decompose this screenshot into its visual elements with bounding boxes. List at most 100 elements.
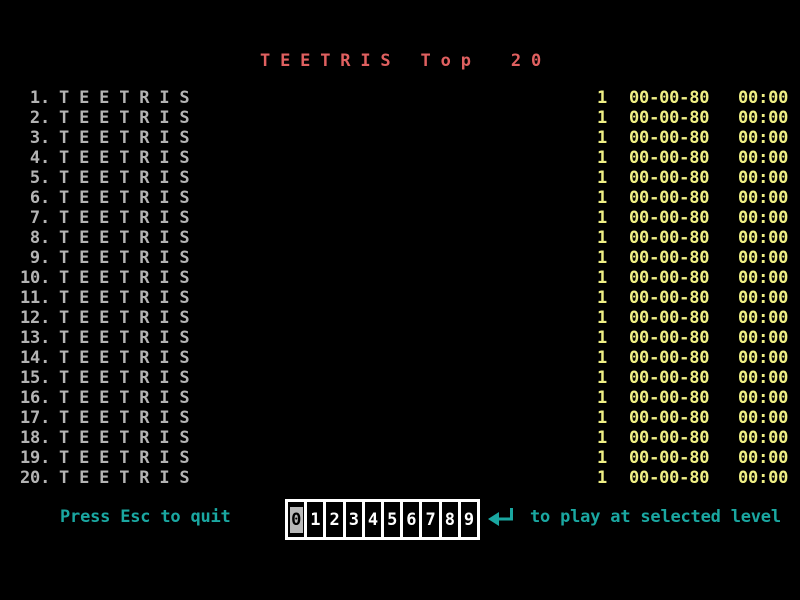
level-digit: 5 <box>387 509 398 530</box>
row-player-name: T E E T R I S <box>59 388 190 408</box>
score-row: 18. T E E T R I S 1 00-00-80 00:00 <box>0 428 800 448</box>
row-start-level: 1 <box>597 288 608 308</box>
level-digit: 1 <box>310 509 321 530</box>
row-start-level: 1 <box>597 228 608 248</box>
row-player-name: T E E T R I S <box>59 348 190 368</box>
row-time: 00:00 <box>738 128 789 148</box>
score-row: 4. T E E T R I S 1 00-00-80 00:00 <box>0 148 800 168</box>
row-rank: 11. <box>20 288 51 308</box>
row-player-name: T E E T R I S <box>59 468 190 488</box>
row-start-level: 1 <box>597 308 608 328</box>
row-player-name: T E E T R I S <box>59 308 190 328</box>
row-time: 00:00 <box>738 268 789 288</box>
row-start-level: 1 <box>597 128 608 148</box>
row-date: 00-00-80 <box>629 468 710 488</box>
level-option-2[interactable]: 2 <box>323 502 342 537</box>
row-start-level: 1 <box>597 448 608 468</box>
row-date: 00-00-80 <box>629 248 710 268</box>
row-start-level: 1 <box>597 168 608 188</box>
row-date: 00-00-80 <box>629 208 710 228</box>
row-rank: 18. <box>20 428 51 448</box>
row-player-name: T E E T R I S <box>59 148 190 168</box>
score-row: 15. T E E T R I S 1 00-00-80 00:00 <box>0 368 800 388</box>
row-time: 00:00 <box>738 248 789 268</box>
row-date: 00-00-80 <box>629 308 710 328</box>
level-option-8[interactable]: 8 <box>438 502 458 537</box>
level-digit: 0 <box>289 506 303 533</box>
score-row: 3. T E E T R I S 1 00-00-80 00:00 <box>0 128 800 148</box>
score-table: 1. T E E T R I S 1 00-00-80 00:00 2. T E… <box>0 88 800 488</box>
row-start-level: 1 <box>597 108 608 128</box>
row-time: 00:00 <box>738 188 789 208</box>
row-rank: 6. <box>29 188 50 208</box>
level-digit: 3 <box>348 509 359 530</box>
level-digit: 8 <box>444 509 455 530</box>
level-option-3[interactable]: 3 <box>342 502 362 537</box>
row-start-level: 1 <box>597 468 608 488</box>
row-player-name: T E E T R I S <box>59 108 190 128</box>
row-date: 00-00-80 <box>629 328 710 348</box>
row-rank: 9. <box>29 248 50 268</box>
page-title: T E E T R I S T o p 2 0 <box>260 51 541 71</box>
row-rank: 3. <box>29 128 50 148</box>
score-row: 8. T E E T R I S 1 00-00-80 00:00 <box>0 228 800 248</box>
score-row: 19. T E E T R I S 1 00-00-80 00:00 <box>0 448 800 468</box>
row-player-name: T E E T R I S <box>59 128 190 148</box>
score-row: 6. T E E T R I S 1 00-00-80 00:00 <box>0 188 800 208</box>
score-row: 20. T E E T R I S 1 00-00-80 00:00 <box>0 468 800 488</box>
row-time: 00:00 <box>738 88 789 108</box>
score-row: 5. T E E T R I S 1 00-00-80 00:00 <box>0 168 800 188</box>
row-time: 00:00 <box>738 408 789 428</box>
row-date: 00-00-80 <box>629 348 710 368</box>
level-digit: 4 <box>367 509 378 530</box>
row-date: 00-00-80 <box>629 228 710 248</box>
row-player-name: T E E T R I S <box>59 408 190 428</box>
score-row: 13. T E E T R I S 1 00-00-80 00:00 <box>0 328 800 348</box>
row-start-level: 1 <box>597 368 608 388</box>
row-rank: 4. <box>29 148 50 168</box>
level-option-7[interactable]: 7 <box>419 502 438 537</box>
level-option-5[interactable]: 5 <box>381 502 400 537</box>
row-date: 00-00-80 <box>629 88 710 108</box>
row-player-name: T E E T R I S <box>59 88 190 108</box>
row-rank: 2. <box>29 108 50 128</box>
level-option-0[interactable]: 0 <box>288 502 304 537</box>
row-date: 00-00-80 <box>629 148 710 168</box>
row-time: 00:00 <box>738 148 789 168</box>
row-time: 00:00 <box>738 428 789 448</box>
row-rank: 20. <box>20 468 51 488</box>
row-rank: 1. <box>29 88 50 108</box>
row-player-name: T E E T R I S <box>59 188 190 208</box>
level-option-9[interactable]: 9 <box>457 502 477 537</box>
row-time: 00:00 <box>738 448 789 468</box>
level-option-4[interactable]: 4 <box>361 502 381 537</box>
row-time: 00:00 <box>738 308 789 328</box>
row-start-level: 1 <box>597 328 608 348</box>
enter-arrow-icon <box>486 504 516 528</box>
score-row: 11. T E E T R I S 1 00-00-80 00:00 <box>0 288 800 308</box>
score-row: 7. T E E T R I S 1 00-00-80 00:00 <box>0 208 800 228</box>
row-rank: 15. <box>20 368 51 388</box>
level-digit: 2 <box>329 509 340 530</box>
row-start-level: 1 <box>597 248 608 268</box>
quit-hint: Press Esc to quit <box>60 507 231 527</box>
score-row: 17. T E E T R I S 1 00-00-80 00:00 <box>0 408 800 428</box>
row-start-level: 1 <box>597 428 608 448</box>
row-rank: 16. <box>20 388 51 408</box>
row-start-level: 1 <box>597 148 608 168</box>
row-player-name: T E E T R I S <box>59 448 190 468</box>
row-date: 00-00-80 <box>629 168 710 188</box>
level-option-1[interactable]: 1 <box>304 502 323 537</box>
row-rank: 8. <box>29 228 50 248</box>
row-start-level: 1 <box>597 188 608 208</box>
score-row: 10. T E E T R I S 1 00-00-80 00:00 <box>0 268 800 288</box>
score-row: 1. T E E T R I S 1 00-00-80 00:00 <box>0 88 800 108</box>
row-rank: 7. <box>29 208 50 228</box>
row-time: 00:00 <box>738 368 789 388</box>
level-option-6[interactable]: 6 <box>400 502 419 537</box>
row-time: 00:00 <box>738 108 789 128</box>
row-time: 00:00 <box>738 228 789 248</box>
row-player-name: T E E T R I S <box>59 228 190 248</box>
